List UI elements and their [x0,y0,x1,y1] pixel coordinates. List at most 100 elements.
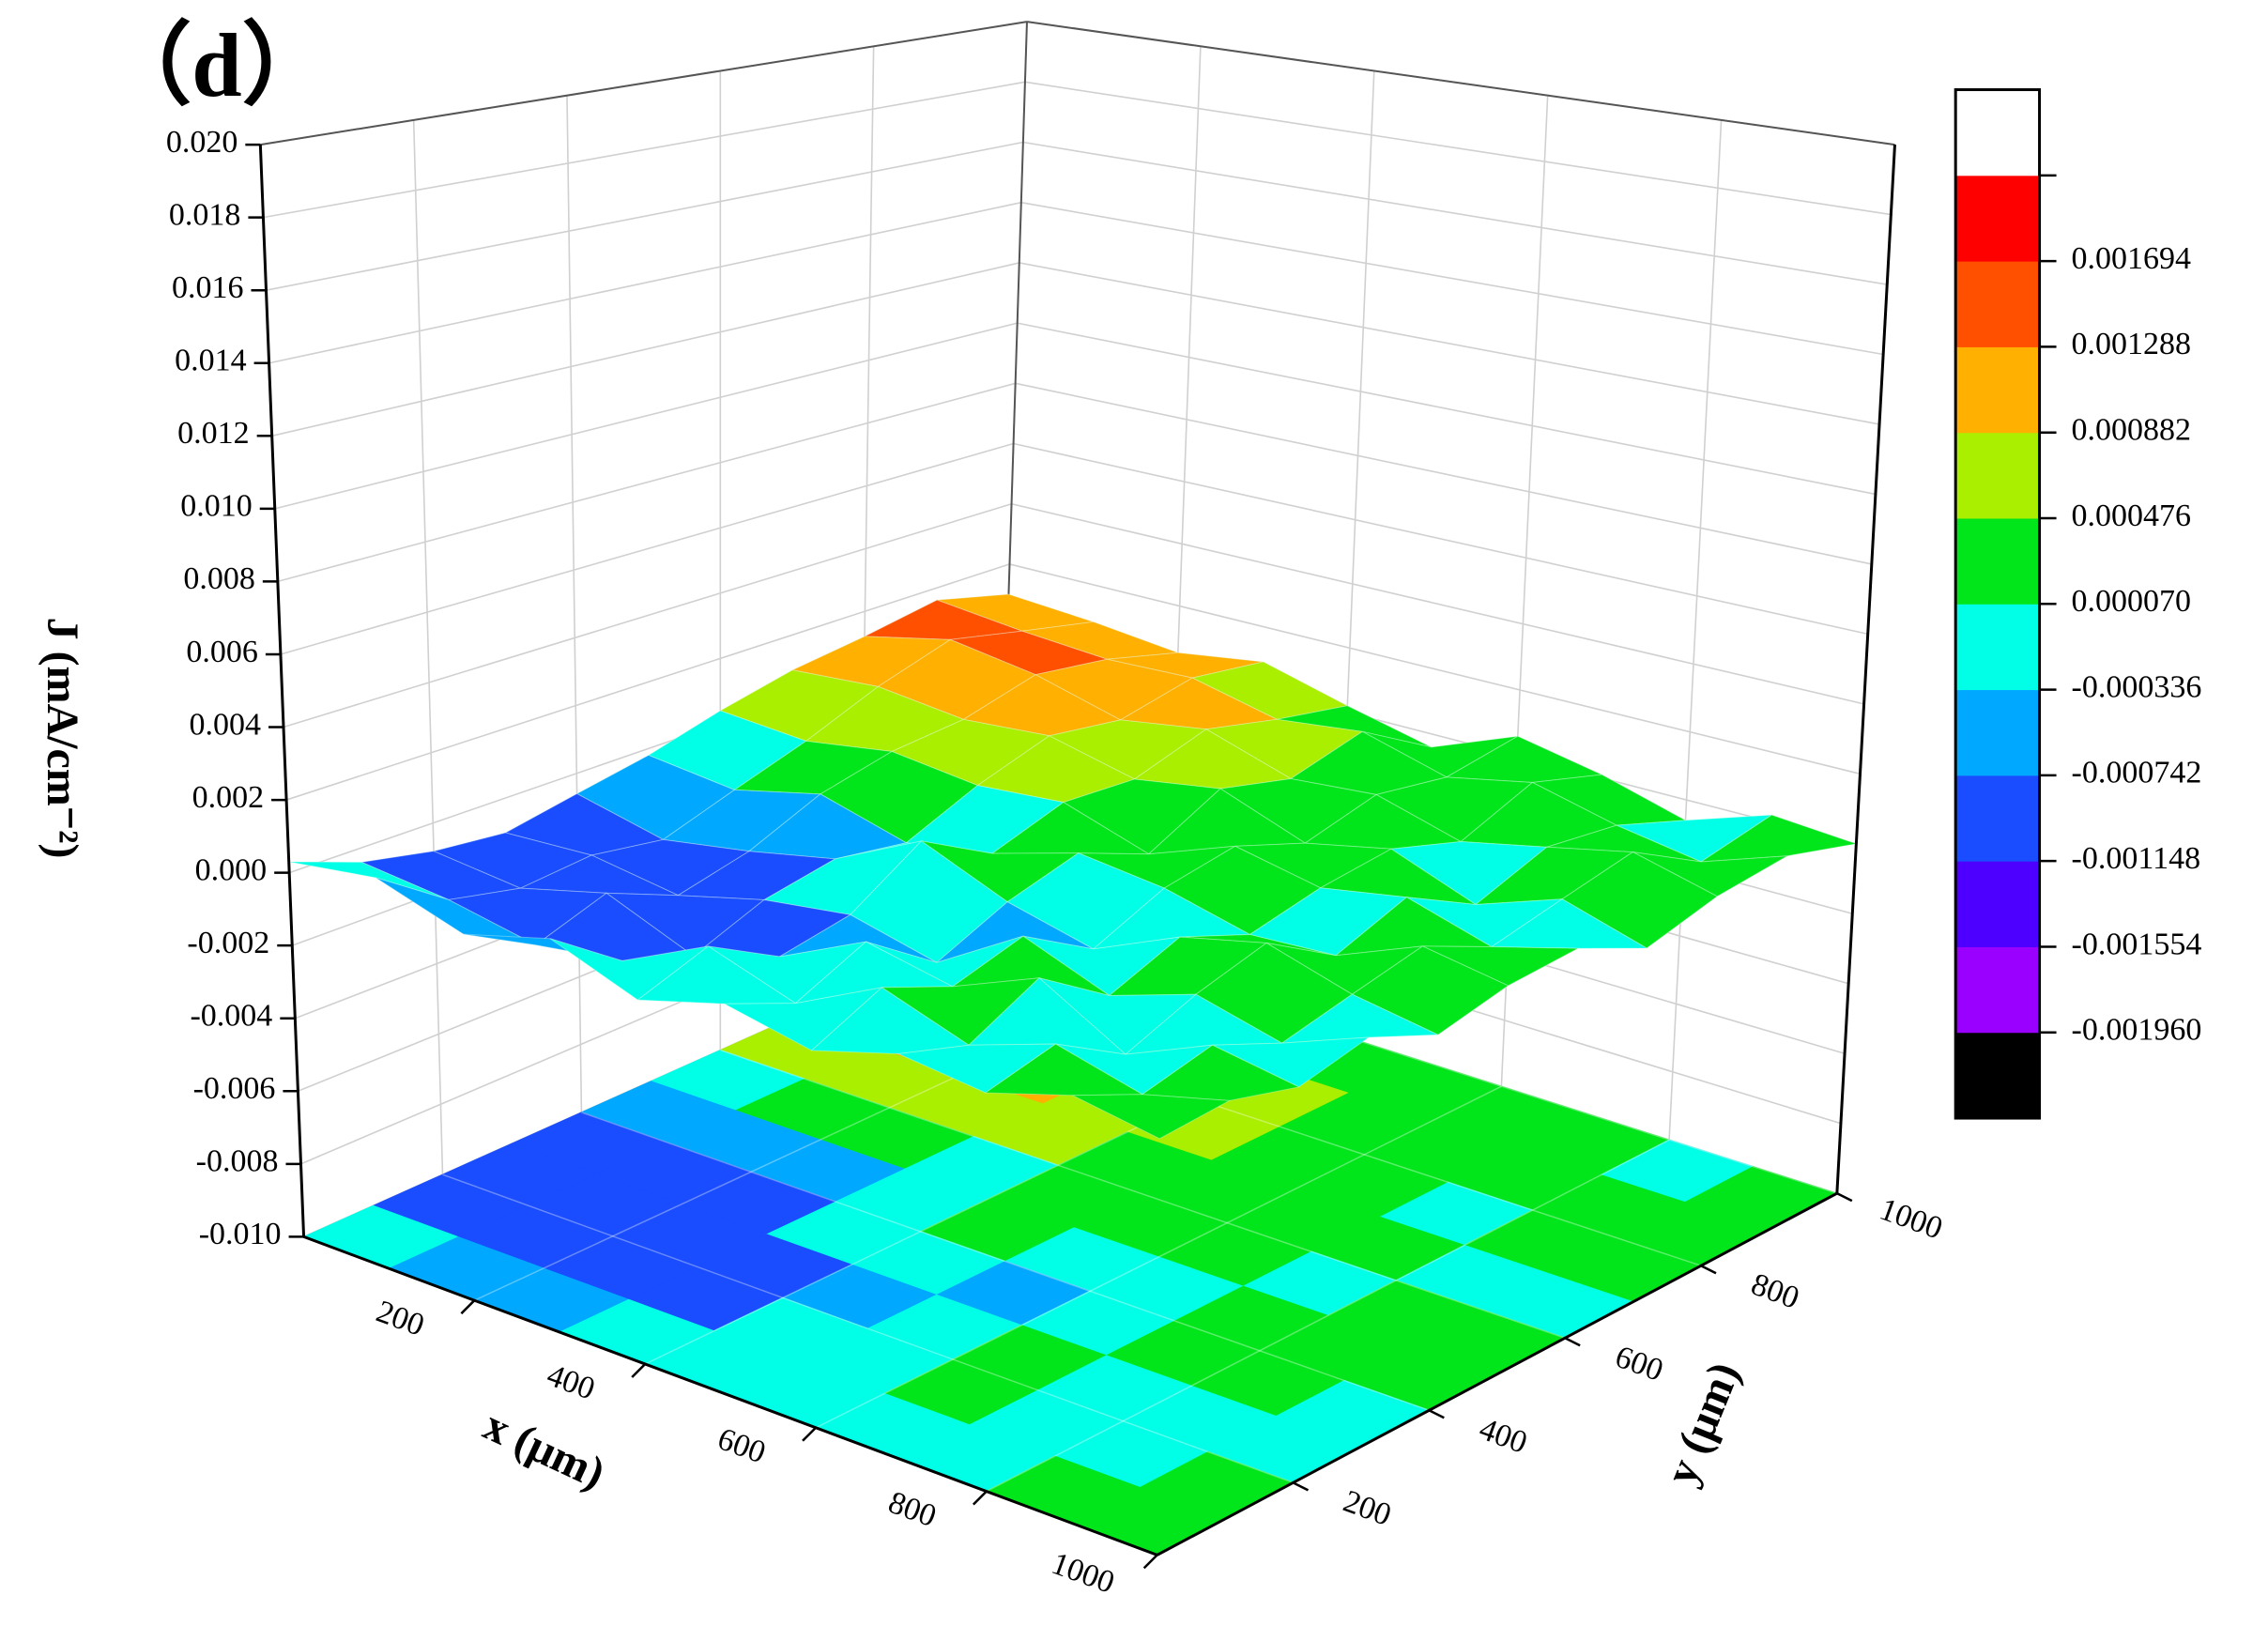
colorbar-band [1955,861,2040,947]
z-tick-label: 0.008 [183,561,255,596]
axis-line [1835,144,1896,1194]
x-tick-label: 400 [543,1357,600,1406]
colorbar-band [1955,346,2040,434]
colorbar-tick-label: -0.001960 [2072,1013,2202,1048]
colorbar-tick-label: 0.000070 [2072,584,2192,619]
y-tick [1836,1192,1853,1203]
grid-line [280,442,1014,655]
x-tick [1142,1554,1158,1570]
colorbar-tick-label: -0.001148 [2072,841,2201,876]
grid-line [268,201,1021,364]
panel-label: （d） [101,15,331,115]
y-tick-label: 1000 [1875,1192,1947,1247]
grid-line [1011,502,1864,705]
y-tick [1564,1337,1581,1347]
y-axis-title: y (μm) [1656,1356,1750,1492]
z-tick-label: 0.016 [172,270,244,305]
colorbar-band [1955,175,2040,262]
z-tick-label: -0.002 [187,926,269,960]
x-tick-label: 200 [372,1295,429,1343]
x-tick [631,1363,647,1378]
surface [288,593,1857,1140]
grid-line [566,95,583,1112]
grid-line [283,502,1012,728]
x-tick [460,1299,476,1315]
colorbar-tick-label: -0.001554 [2072,927,2202,961]
grid-line [581,1112,1430,1412]
surface-cell [1141,1044,1301,1101]
z-tick-label: -0.010 [199,1217,282,1251]
z-tick-label: 0.012 [177,416,250,451]
grid-line [277,382,1016,583]
grid-line [986,1139,1670,1493]
z-tick-label: 0.004 [190,707,262,742]
z-tick-label: 0.006 [186,635,258,669]
grid-line [1015,382,1872,565]
colorbar-band [1955,1032,2040,1119]
colorbar-tick-label: -0.000742 [2072,756,2202,790]
z-tick-label: 0.014 [175,344,247,378]
colorbar-tick-label: -0.000336 [2072,669,2202,704]
z-tick-label: -0.004 [190,999,272,1034]
grid-line [271,262,1019,437]
colorbar-band [1955,89,2040,176]
wall-edge [260,21,1028,146]
y-tick [1428,1409,1445,1419]
grid-line [263,81,1026,219]
y-tick-label: 600 [1611,1340,1668,1388]
x-tick-label: 1000 [1047,1546,1119,1601]
z-tick-label: 0.018 [169,197,241,232]
grid-line [442,1173,1294,1484]
grid-line [1017,322,1877,496]
z-tick-label: 0.000 [195,852,268,887]
x-axis-title: x (μm) [476,1400,612,1498]
grid-line [1022,141,1888,285]
colorbar-band [1955,946,2040,1034]
colorbar-band [1955,517,2040,605]
grid-line [285,563,1010,801]
grid-line [1013,442,1868,636]
colorbar-tick-label: 0.000882 [2072,413,2192,448]
z-tick-label: 0.002 [192,780,265,815]
grid-line [274,322,1018,510]
wall-edge [1026,21,1895,146]
grid-line [815,1085,1502,1429]
labels: -0.010 -0.008 -0.006 -0.004 -0.002 0.000 0.002… [166,88,2202,1601]
x-tick-label: 600 [713,1421,771,1470]
y-tick-label: 400 [1475,1412,1532,1461]
colorbar-band [1955,774,2040,862]
z-tick-label: 0.020 [166,125,238,160]
y-tick [1292,1481,1310,1492]
colorbar-tick-label: 0.001694 [2072,241,2192,276]
z-axis-title: J (mA/cm⁻²) [38,618,87,859]
colorbar-band [1955,604,2040,691]
z-tick-label: -0.008 [196,1144,279,1179]
z-axis-line [258,145,306,1237]
y-tick-label: 200 [1339,1484,1396,1533]
y-tick [1700,1265,1717,1275]
grid-line [720,1049,1566,1339]
x-axis-line [303,1235,1158,1557]
grid-line [1020,201,1884,356]
grid-line [1019,262,1880,425]
grid-line [1668,119,1723,1141]
colorbar-tick-label: 0.001288 [2072,327,2192,361]
z-tick-label: -0.006 [193,1071,276,1106]
grid-line [412,119,444,1175]
colorbar-tick-label: 0.000476 [2072,498,2192,533]
y-axis-line [1156,1191,1838,1557]
z-tick-label: 0.010 [180,489,253,524]
x-tick [802,1426,817,1442]
colorbar-band [1955,261,2040,347]
colorbar-band [1955,432,2040,519]
grid-line [266,141,1024,291]
x-tick-label: 800 [883,1485,941,1534]
y-tick-label: 800 [1747,1267,1804,1316]
surface-cell [1072,1094,1232,1140]
x-tick [972,1490,988,1506]
colorbar-band [1955,689,2040,776]
grid-line [1009,563,1861,775]
grid-line [1024,81,1892,216]
